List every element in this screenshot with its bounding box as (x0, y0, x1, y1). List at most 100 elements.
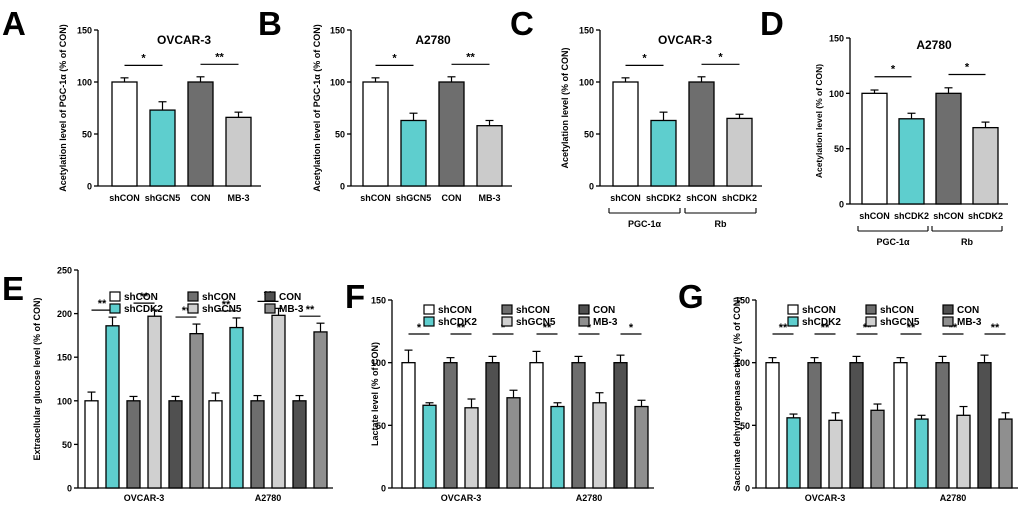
bar (438, 81, 465, 187)
y-tick-label: 0 (340, 182, 345, 192)
group-label: PGC-1α (876, 237, 910, 247)
legend-swatch (423, 304, 435, 315)
legend-swatch (787, 316, 799, 327)
bar (362, 81, 389, 187)
panel-letter: D (760, 5, 784, 42)
legend-label: shCON (880, 305, 914, 316)
x-tick-label: OVCAR-3 (124, 493, 165, 503)
y-tick-label: 100 (371, 358, 386, 368)
y-tick-label: 0 (67, 484, 72, 494)
legend-label: shGCN5 (880, 317, 920, 328)
group-label: PGC-1α (628, 219, 662, 229)
bar (550, 405, 565, 489)
legend-swatch (501, 316, 513, 327)
bar (401, 362, 416, 489)
bar (208, 400, 223, 489)
bar (422, 404, 437, 489)
y-tick-label: 250 (57, 266, 72, 276)
significance-label: ** (457, 322, 466, 334)
y-tick-label: 150 (57, 353, 72, 363)
y-axis-label: Extracellular glucose level (% of CON) (32, 297, 42, 460)
panel-letter: C (510, 5, 534, 42)
legend-label: shCON (802, 305, 836, 316)
x-tick-label: OVCAR-3 (441, 493, 482, 503)
x-tick-label: shCDK2 (894, 211, 929, 221)
legend-label: MB-3 (957, 317, 982, 328)
bar (935, 92, 962, 205)
bar (870, 409, 885, 489)
legend-label: CON (957, 305, 979, 316)
y-axis-label: Acetylation level of PGC-1α (% of CON) (312, 24, 322, 192)
panel-letter: F (345, 278, 365, 315)
x-tick-label: shCDK2 (722, 193, 757, 203)
panel-E: E 0 50 100 150 200 250 Extracellular glucose le… (2, 266, 333, 503)
bar (592, 402, 607, 489)
legend-label: shCDK2 (802, 317, 841, 328)
y-axis-label: Saccinate dehydrogenase activity (% of C… (732, 297, 742, 492)
y-tick-label: 50 (740, 421, 750, 431)
legend-swatch (501, 304, 513, 315)
x-tick-label: A2780 (576, 493, 603, 503)
significance-label: * (392, 52, 397, 64)
y-tick-label: 50 (62, 440, 72, 450)
bar (634, 405, 649, 489)
legend-label: shGCN5 (516, 317, 556, 328)
bar (977, 362, 992, 489)
legend-swatch (942, 316, 954, 327)
x-tick-label: shCON (686, 193, 717, 203)
significance-label: * (718, 51, 723, 63)
y-tick-label: 50 (82, 130, 92, 140)
bar (149, 109, 176, 187)
x-tick-label: A2780 (940, 493, 967, 503)
bar (807, 362, 822, 489)
y-axis-label: Acetylation level (% of CON) (814, 64, 824, 178)
bar (786, 417, 801, 489)
bar (765, 362, 780, 489)
legend-label: CON (279, 292, 301, 303)
significance-label: * (417, 322, 422, 334)
bar (898, 118, 925, 205)
y-tick-label: 0 (381, 484, 386, 494)
panel-B: B A2780 0 50 100 150 Acetylation level of PGC-… (258, 5, 512, 203)
legend-swatch (787, 304, 799, 315)
bar (998, 418, 1013, 489)
significance-label: * (965, 62, 970, 74)
panel-A: A OVCAR-3 0 50 100 150 Acetylation level of PG… (2, 5, 261, 203)
y-axis-label: Acetylation level (% of CON) (560, 47, 570, 168)
x-tick-label: MB-3 (479, 193, 501, 203)
significance-label: ** (140, 291, 149, 303)
bar (271, 314, 286, 489)
y-tick-label: 150 (77, 26, 92, 36)
x-tick-label: shCON (109, 193, 140, 203)
significance-label: ** (543, 322, 552, 334)
bar (529, 362, 544, 489)
panel-letter: B (258, 5, 282, 42)
bar (650, 119, 677, 187)
significance-label: ** (306, 304, 315, 316)
panel-C: C OVCAR-3 0 50 100 150 Acetylation level (% of… (510, 5, 762, 229)
legend-label: shCON (516, 305, 550, 316)
significance-label: * (642, 52, 647, 64)
legend-label: shGCN5 (202, 304, 242, 315)
x-tick-label: shGCN5 (396, 193, 432, 203)
panel-letter: A (2, 5, 26, 42)
legend-swatch (865, 304, 877, 315)
chart-title: OVCAR-3 (157, 33, 211, 47)
legend-swatch (187, 291, 199, 302)
y-tick-label: 150 (735, 296, 750, 306)
significance-label: ** (907, 322, 916, 334)
bar (313, 331, 328, 489)
bar (443, 362, 458, 489)
bar (506, 397, 521, 489)
legend-swatch (865, 316, 877, 327)
legend-label: shCDK2 (438, 317, 477, 328)
y-tick-label: 200 (57, 309, 72, 319)
legend-swatch (109, 291, 121, 302)
y-tick-label: 50 (335, 130, 345, 140)
legend-swatch (264, 303, 276, 314)
group-label: Rb (715, 219, 727, 229)
legend-label: shCON (202, 292, 236, 303)
x-tick-label: OVCAR-3 (805, 493, 846, 503)
